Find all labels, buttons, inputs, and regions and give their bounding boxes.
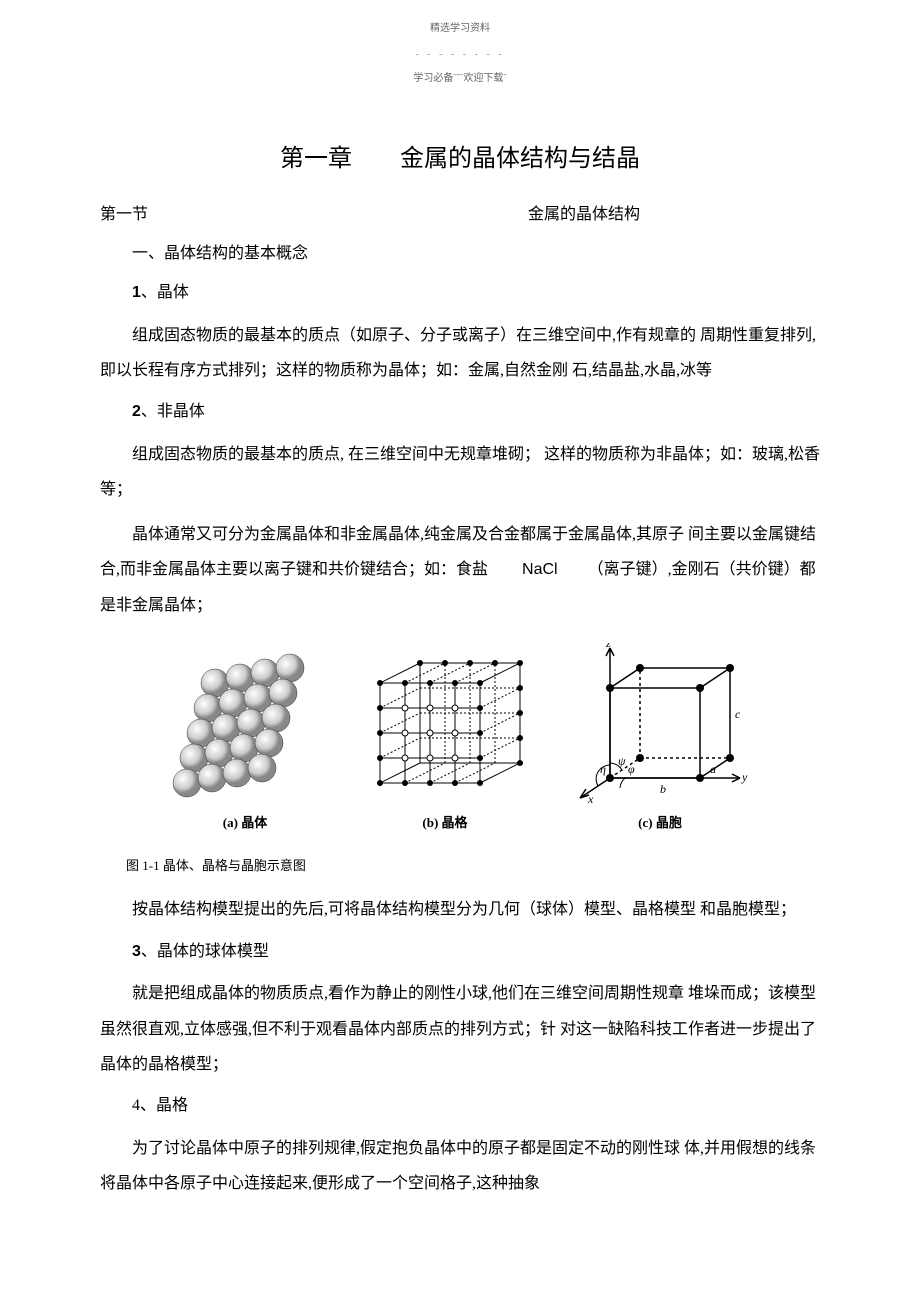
paragraph-4: 按晶体结构模型提出的先后,可将晶体结构模型分为几何（球体）模型、晶格模型 和晶胞… bbox=[100, 892, 820, 927]
svg-text:y: y bbox=[741, 770, 748, 784]
item-1-label: 、晶体 bbox=[141, 284, 189, 301]
section-heading: 第一节 金属的晶体结构 bbox=[100, 201, 820, 230]
header-top-text: 精选学习资料 bbox=[100, 20, 820, 38]
para3-nacl: NaCl bbox=[522, 561, 558, 578]
svg-text:ψ: ψ bbox=[618, 754, 626, 768]
item-2-label: 、非晶体 bbox=[141, 403, 205, 420]
svg-text:η: η bbox=[600, 762, 606, 776]
figure-c-caption: (c) 晶胞 bbox=[570, 811, 750, 834]
item-2: 2、非晶体 bbox=[100, 398, 820, 427]
figure-c: z y x a b c φ ψ η (c) 晶胞 bbox=[570, 643, 750, 834]
chapter-title: 第一章 金属的晶体结构与结晶 bbox=[100, 138, 820, 181]
item-1: 1、晶体 bbox=[100, 279, 820, 308]
header-sub-text: 学习必备ˉˉˉ欢迎下载ˉ bbox=[100, 70, 820, 88]
paragraph-5: 就是把组成晶体的物质质点,看作为静止的刚性小球,他们在三维空间周期性规章 堆垛而… bbox=[100, 976, 820, 1082]
svg-text:a: a bbox=[710, 762, 716, 776]
paragraph-2: 组成固态物质的最基本的质点, 在三维空间中无规章堆砌； 这样的物质称为非晶体；如… bbox=[100, 437, 820, 507]
svg-text:φ: φ bbox=[628, 762, 635, 776]
svg-text:z: z bbox=[605, 643, 611, 650]
paragraph-6: 为了讨论晶体中原子的排列规律,假定抱负晶体中的原子都是固定不动的刚性球 体,并用… bbox=[100, 1131, 820, 1201]
section-label: 第一节 bbox=[100, 201, 148, 230]
svg-text:b: b bbox=[660, 782, 666, 796]
header-dashes: - - - - - - - - bbox=[100, 46, 820, 64]
figure-area: (a) 晶体 bbox=[100, 643, 820, 834]
figure-b-caption: (b) 晶格 bbox=[360, 811, 530, 834]
item-4-num: 4 bbox=[132, 1097, 140, 1114]
item-3: 3、晶体的球体模型 bbox=[100, 938, 820, 967]
figure-a: (a) 晶体 bbox=[170, 653, 320, 834]
svg-text:x: x bbox=[587, 792, 594, 803]
figure-b: (b) 晶格 bbox=[360, 653, 530, 834]
svg-text:c: c bbox=[735, 707, 741, 721]
unit-cell-icon: z y x a b c φ ψ η bbox=[570, 643, 750, 803]
lattice-grid-icon bbox=[360, 653, 530, 803]
item-1-num: 1 bbox=[132, 284, 141, 301]
paragraph-3: 晶体通常又可分为金属晶体和非金属晶体,纯金属及合金都属于金属晶体,其原子 间主要… bbox=[100, 517, 820, 623]
paragraph-1: 组成固态物质的最基本的质点（如原子、分子或离子）在三维空间中,作有规章的 周期性… bbox=[100, 318, 820, 388]
crystal-spheres-icon bbox=[170, 653, 320, 803]
figure-main-caption: 图 1-1 晶体、晶格与晶胞示意图 bbox=[100, 854, 820, 877]
item-4: 4、晶格 bbox=[100, 1092, 820, 1121]
item-3-label: 、晶体的球体模型 bbox=[141, 943, 269, 960]
figure-a-caption: (a) 晶体 bbox=[170, 811, 320, 834]
item-3-num: 3 bbox=[132, 943, 141, 960]
item-2-num: 2 bbox=[132, 403, 141, 420]
subsection-heading: 一、晶体结构的基本概念 bbox=[100, 240, 820, 269]
section-title: 金属的晶体结构 bbox=[528, 201, 640, 230]
item-4-label: 、晶格 bbox=[140, 1097, 188, 1114]
